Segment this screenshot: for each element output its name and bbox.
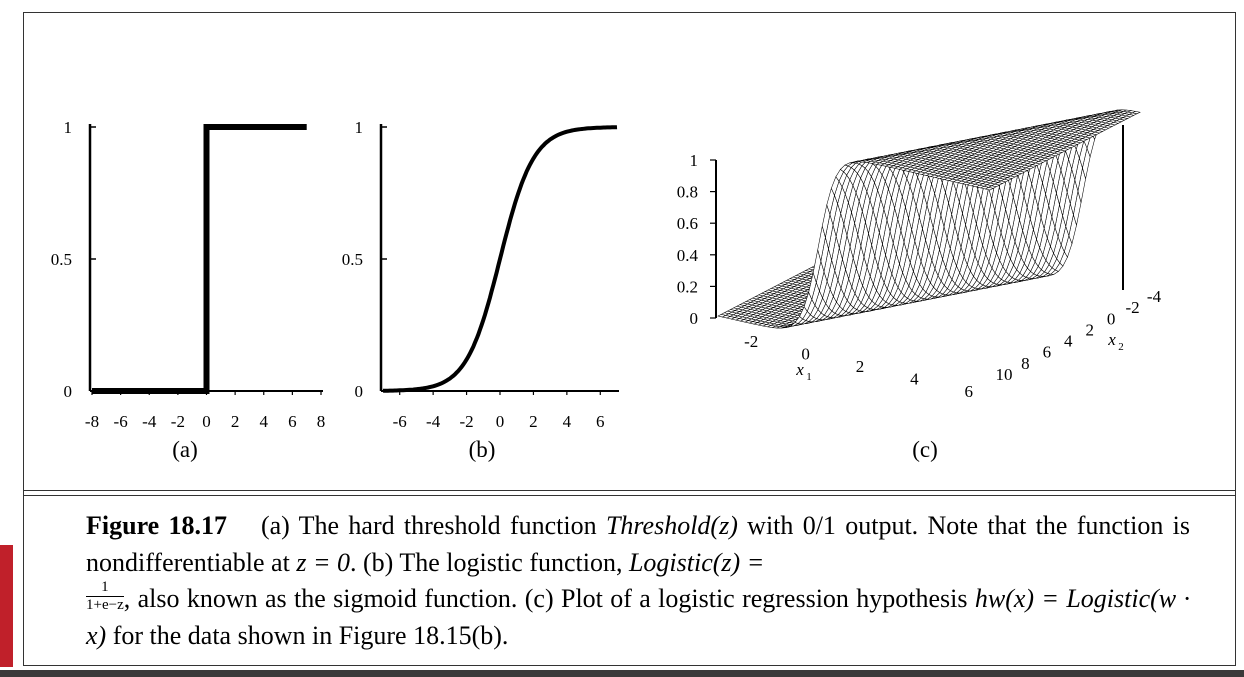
z-tick-label: 0.4 xyxy=(677,246,699,265)
y-tick-label: 1 xyxy=(64,118,73,137)
series-line xyxy=(92,124,307,394)
panel-label: (c) xyxy=(912,437,938,462)
x2-tick-label: 0 xyxy=(1107,309,1116,328)
x2-tick-label: 4 xyxy=(1064,332,1073,351)
z-tick-label: 0.2 xyxy=(677,277,698,296)
x1-tick-label: 0 xyxy=(801,345,810,364)
caption-divider xyxy=(23,490,1236,491)
y-tick-label: 0 xyxy=(355,382,364,401)
red-accent-bar xyxy=(0,545,13,667)
fraction-denominator: 1+e−z xyxy=(86,596,124,613)
x1-axis-subscript: 1 xyxy=(806,371,812,383)
z-tick-label: 0.8 xyxy=(677,183,698,202)
caption-hypothesis: hw(x) = Logistic(w · x) xyxy=(86,584,1190,650)
z-tick-label: 0 xyxy=(690,309,699,328)
caption-text-4: , also known as the sigmoid function. (c… xyxy=(123,584,975,613)
caption-logistic-fn: Logistic(z) = xyxy=(628,547,765,577)
y-tick-label: 0.5 xyxy=(51,250,72,269)
x2-axis-subscript: 2 xyxy=(1118,341,1124,353)
x-tick-label: 2 xyxy=(231,412,240,431)
x-tick-label: 4 xyxy=(563,412,572,431)
z-tick-label: 0.6 xyxy=(677,214,698,233)
caption-text-2: with 0/1 output. Note that the function … xyxy=(86,511,1190,577)
x-tick-label: 8 xyxy=(317,412,326,431)
panel-label: (a) xyxy=(172,437,198,462)
x-tick-label: 6 xyxy=(288,412,297,431)
panel-a-threshold: 0 0.5 1 -8 -6 -4 -2 0 2 4 6 8 (a) xyxy=(51,118,326,462)
caption-fraction: 1 1+e−z xyxy=(86,579,124,614)
x-tick-label: -4 xyxy=(426,412,441,431)
panel-b-logistic: 0 0.5 1 -6 -4 -2 0 2 4 6 (b) xyxy=(342,118,619,462)
z-tick-label: 1 xyxy=(690,151,699,170)
x-tick-label: -8 xyxy=(85,412,99,431)
surface-cell xyxy=(984,187,994,191)
x1-tick-label: 2 xyxy=(856,357,865,376)
x-tick-label: -2 xyxy=(459,412,473,431)
x2-tick-label: -4 xyxy=(1147,287,1162,306)
x1-axis-label: x xyxy=(795,360,804,379)
fraction-numerator: 1 xyxy=(86,579,124,597)
x-tick-label: 0 xyxy=(496,412,505,431)
x-tick-label: -6 xyxy=(114,412,128,431)
x1-tick-label: -2 xyxy=(744,332,758,351)
x2-tick-label: 6 xyxy=(1043,343,1052,362)
x2-tick-label: -2 xyxy=(1125,298,1139,317)
caption-text-3: . (b) The logistic function, xyxy=(350,547,629,577)
caption-divider-2 xyxy=(23,495,1236,496)
x2-tick-label: 10 xyxy=(996,365,1013,384)
y-tick-label: 1 xyxy=(355,118,364,137)
x-tick-label: 4 xyxy=(260,412,269,431)
x1-tick-label: 6 xyxy=(965,382,974,401)
figure-frame xyxy=(23,12,1236,666)
x-tick-label: -6 xyxy=(393,412,407,431)
y-tick-label: 0.5 xyxy=(342,250,363,269)
x2-tick-label: 8 xyxy=(1021,354,1030,373)
caption-text-1: (a) The hard threshold function xyxy=(260,511,606,540)
caption-eq-z0: z = 0 xyxy=(296,547,350,577)
x-tick-label: 2 xyxy=(529,412,538,431)
x2-axis-label: x xyxy=(1107,330,1116,349)
x-tick-label: -2 xyxy=(171,412,185,431)
surface-mesh xyxy=(717,109,1141,329)
bottom-bar xyxy=(0,670,1244,677)
x-tick-label: -4 xyxy=(142,412,157,431)
panel-label: (b) xyxy=(469,437,496,462)
caption-label: Figure 18.17 xyxy=(86,511,227,540)
y-tick-label: 0 xyxy=(64,382,73,401)
x2-tick-label: 2 xyxy=(1085,320,1094,339)
caption-threshold-fn: Threshold(z) xyxy=(605,511,738,540)
x1-tick-label: 4 xyxy=(910,369,919,388)
figure-caption: Figure 18.17 (a) The hard threshold funct… xyxy=(86,508,1190,654)
series-line xyxy=(382,125,618,393)
caption-text-5: for the data shown in Figure 18.15(b). xyxy=(106,620,509,650)
x-tick-label: 6 xyxy=(596,412,605,431)
x-tick-label: 0 xyxy=(202,412,211,431)
